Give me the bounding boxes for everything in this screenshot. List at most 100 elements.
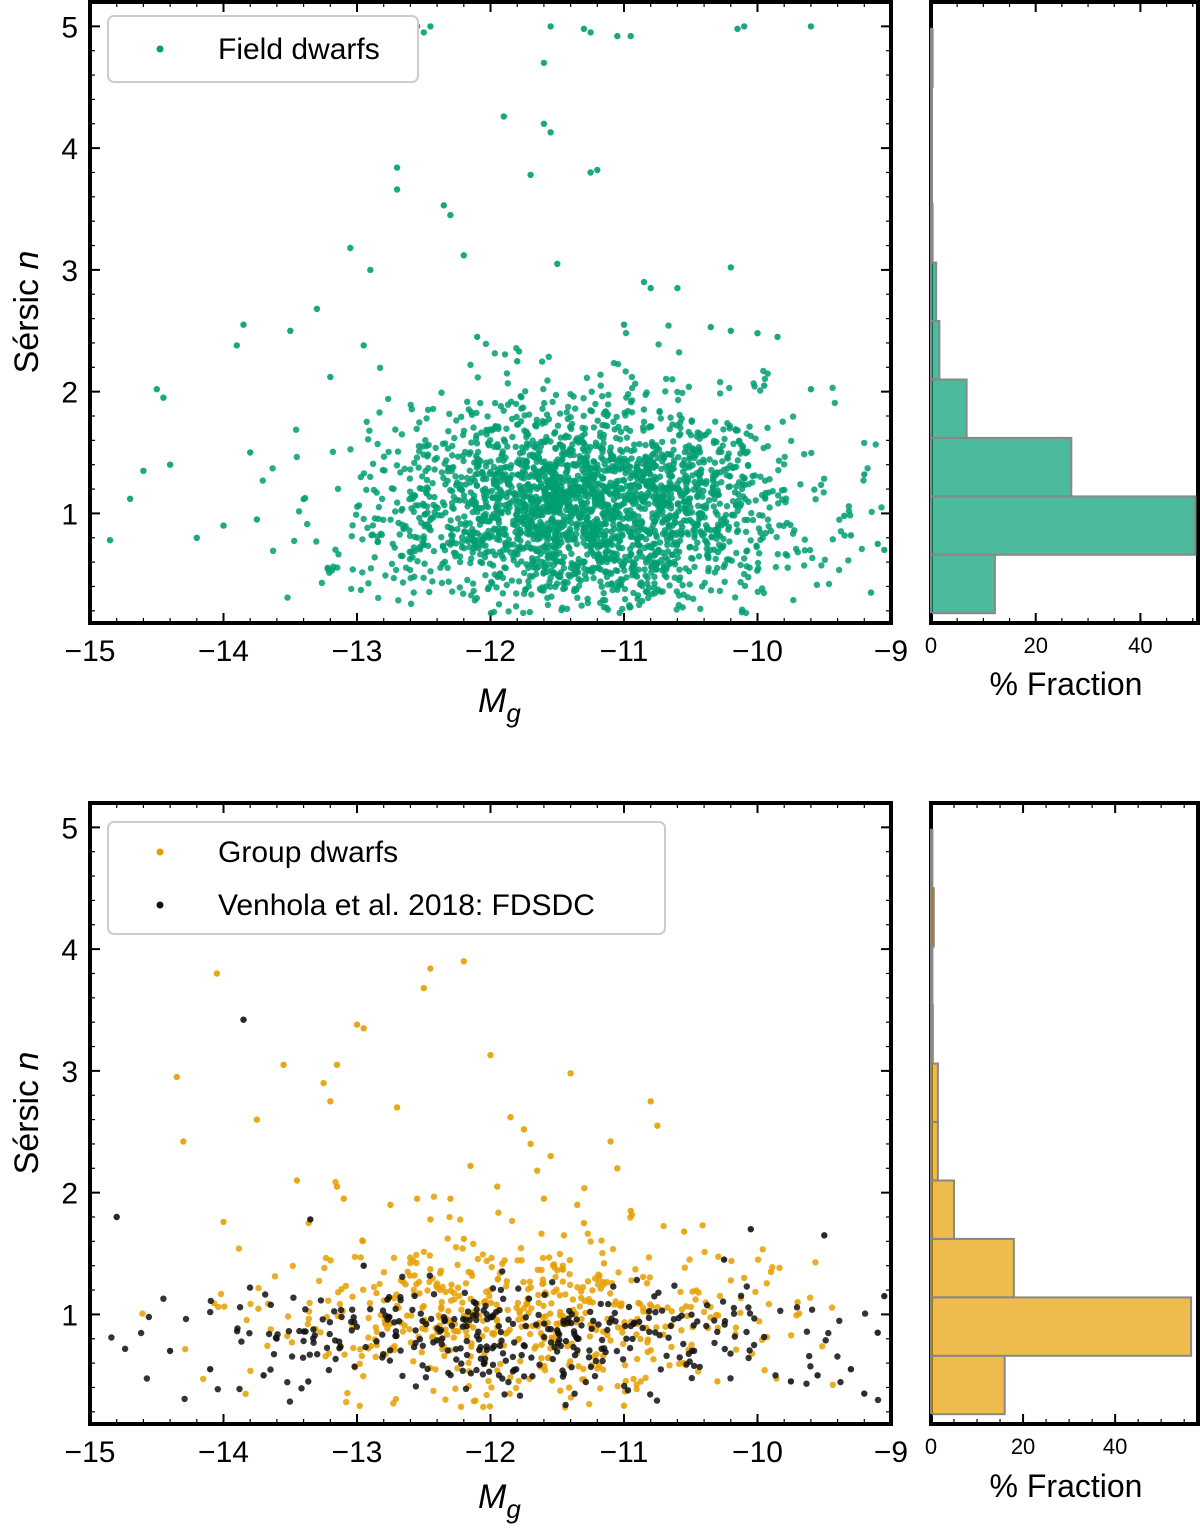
field-dwarfs-point [616,510,623,518]
field-dwarfs-point [518,492,526,499]
field-dwarfs-point [639,497,646,504]
field-dwarfs-point [472,471,479,478]
venhola-et-al-2018-fdsdc-point [605,1300,612,1308]
group-dwarfs-point [457,1216,464,1223]
field-dwarfs-point [521,427,528,434]
field-dwarfs-point [485,527,492,535]
top-legend-marker [156,45,164,53]
field-dwarfs-point [569,571,577,578]
field-dwarfs-point [645,424,652,431]
field-dwarfs-point [518,471,525,478]
field-dwarfs-point [318,579,326,587]
field-dwarfs-point [675,454,682,461]
field-dwarfs-point [658,451,665,458]
field-dwarfs-point [735,497,742,504]
venhola-et-al-2018-fdsdc-point [622,1322,629,1330]
field-dwarfs-point [491,399,499,407]
field-dwarfs-point [269,547,277,554]
field-dwarfs-point [627,32,634,40]
field-dwarfs-point [789,530,797,537]
group-dwarfs-point [644,1348,651,1356]
group-dwarfs-point [653,1324,660,1331]
group-dwarfs-point [504,1329,511,1336]
group-dwarfs-point [639,1273,647,1281]
field-dwarfs-point [681,448,688,456]
field-dwarfs-point [535,563,542,570]
field-dwarfs-point [812,496,819,503]
hist-bar [930,1179,955,1240]
field-dwarfs-point [369,460,377,467]
field-dwarfs-point [610,418,617,425]
field-dwarfs-point [578,602,585,609]
hist-bar [930,553,996,615]
group-dwarfs-point [495,1209,502,1216]
field-dwarfs-point [380,516,387,523]
bottom-legend-marker-group [156,848,164,856]
field-dwarfs-point [878,504,885,511]
group-dwarfs-point [200,1375,207,1383]
field-dwarfs-point [646,482,654,490]
venhola-et-al-2018-fdsdc-point [386,1347,394,1354]
group-dwarfs-point [420,1302,427,1310]
field-dwarfs-point [510,517,517,525]
venhola-et-al-2018-fdsdc-point [246,1284,254,1291]
venhola-et-al-2018-fdsdc-point [439,1335,446,1342]
venhola-et-al-2018-fdsdc-point [665,1334,672,1341]
field-dwarfs-point [447,541,454,548]
field-dwarfs-point [572,495,579,502]
field-dwarfs-point [621,596,629,603]
field-dwarfs-point [562,531,569,539]
group-dwarfs-point [255,1284,262,1292]
group-dwarfs-point [569,1296,577,1303]
field-dwarfs-point [688,418,695,425]
venhola-et-al-2018-fdsdc-point [310,1335,317,1342]
field-dwarfs-point [523,458,531,466]
group-dwarfs-point [444,1331,451,1338]
field-dwarfs-point [749,516,757,524]
group-dwarfs-point [580,1365,587,1373]
venhola-et-al-2018-fdsdc-point [496,1342,504,1350]
field-dwarfs-point [616,521,623,529]
venhola-et-al-2018-fdsdc-point [492,1308,500,1316]
field-dwarfs-point [503,463,510,471]
bottom-hist-ticks: 0 20 40 [925,803,1185,1459]
group-dwarfs-point [517,1244,525,1252]
group-dwarfs-point [761,1367,768,1374]
top-hist-bars [930,27,1197,615]
field-dwarfs-point [538,358,546,365]
group-dwarfs-point [479,1251,487,1258]
field-dwarfs-point [676,576,683,584]
group-dwarfs-point [668,1343,675,1351]
field-dwarfs-point [375,503,383,511]
group-dwarfs-point [182,1346,189,1353]
field-dwarfs-point [324,564,331,571]
field-dwarfs-point [541,399,548,407]
field-dwarfs-point [454,515,462,522]
group-dwarfs-point [442,1396,449,1403]
field-dwarfs-point [881,546,888,554]
field-dwarfs-point [300,495,307,503]
field-dwarfs-point [560,585,567,593]
field-dwarfs-point [648,563,655,570]
venhola-et-al-2018-fdsdc-point [460,1315,467,1323]
field-dwarfs-point [808,449,815,457]
group-dwarfs-point [357,1254,364,1261]
venhola-et-al-2018-fdsdc-point [473,1366,480,1374]
field-dwarfs-point [574,472,582,479]
field-dwarfs-point [544,601,552,609]
field-dwarfs-point [456,584,463,591]
field-dwarfs-point [534,504,542,511]
field-dwarfs-point [784,564,791,571]
field-dwarfs-point [659,458,666,465]
venhola-et-al-2018-fdsdc-point [711,1317,718,1324]
group-dwarfs-point [754,1256,762,1263]
field-dwarfs-point [431,493,438,501]
top-scatter-points [106,23,888,617]
field-dwarfs-point [520,609,527,617]
group-dwarfs-point [506,1390,513,1397]
group-dwarfs-point [538,1341,545,1348]
field-dwarfs-point [363,486,370,493]
group-dwarfs-point [427,965,434,972]
group-dwarfs-point [430,1193,438,1200]
